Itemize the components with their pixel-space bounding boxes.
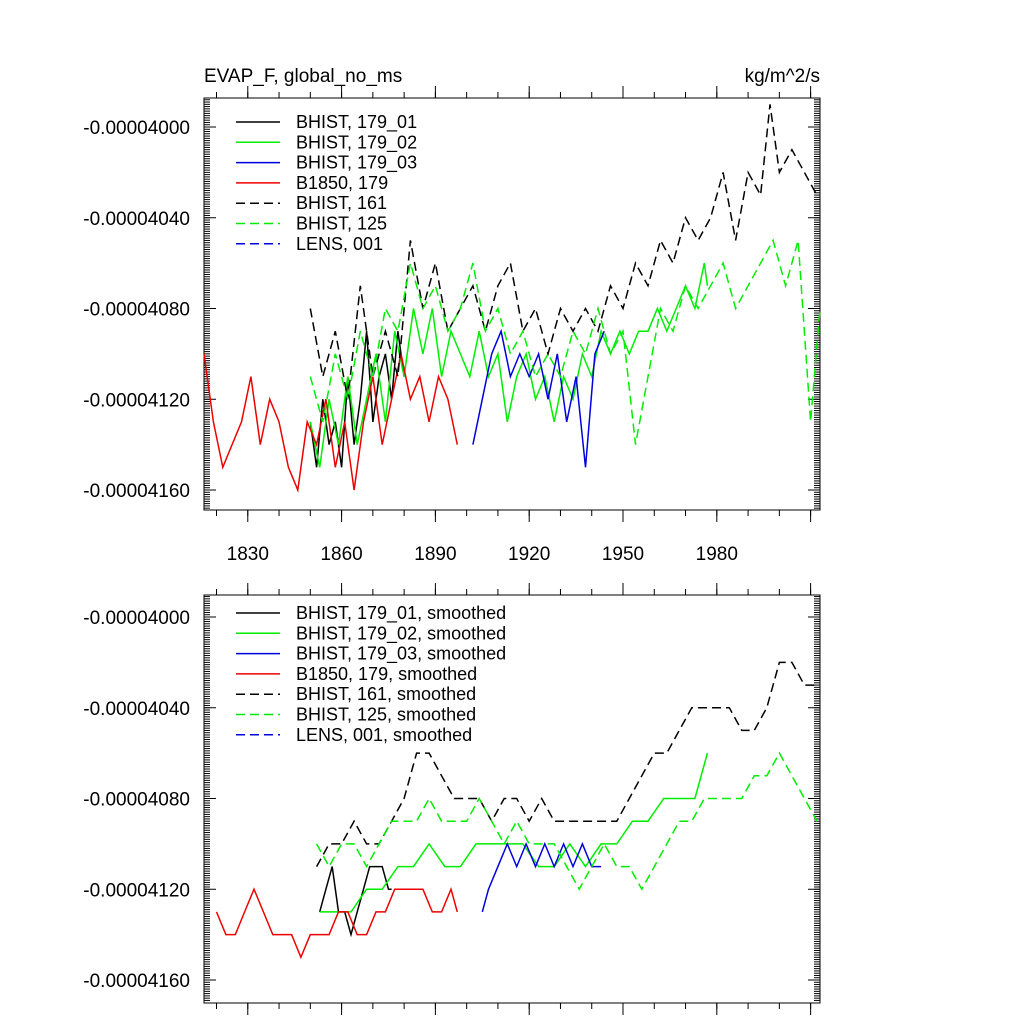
legend-label: BHIST, 125 (296, 214, 387, 234)
y-tick-label: -0.00004080 (83, 790, 190, 811)
legend-label: BHIST, 179_03 (296, 153, 417, 174)
y-tick-label: -0.00004000 (83, 118, 190, 139)
series-line (215, 886, 459, 960)
y-tick-label: -0.00004080 (83, 300, 190, 321)
x-tick-label: 1980 (696, 544, 738, 565)
units-label: kg/m^2/s (745, 66, 820, 87)
series-line (309, 104, 818, 400)
bottom-axis-ticks: -0.00004000 -0.00004040 -0.00004080 -0.0000… (83, 583, 820, 1015)
x-tick-label: 1830 (227, 544, 269, 565)
y-tick-label: -0.00004160 (83, 971, 190, 992)
legend-label: BHIST, 179_03, smoothed (296, 644, 506, 665)
legend-label: BHIST, 161, smoothed (296, 684, 476, 704)
legend-label: B1850, 179, smoothed (296, 664, 477, 684)
series-line (309, 238, 821, 445)
series-line (315, 751, 818, 891)
y-tick-label: -0.00004000 (83, 608, 190, 629)
y-tick-label: -0.00004040 (83, 699, 190, 720)
series-line (315, 661, 817, 867)
legend-label: BHIST, 179_01 (296, 112, 417, 133)
legend-label: BHIST, 179_02, smoothed (296, 623, 506, 644)
x-tick-label: 1920 (508, 544, 550, 565)
series-line (319, 752, 709, 913)
x-tick-label: 1890 (414, 544, 456, 565)
y-tick-label: -0.00004040 (83, 209, 190, 230)
bottom-series-group (215, 661, 818, 960)
legend-label: B1850, 179 (296, 173, 388, 193)
legend-label: BHIST, 179_01, smoothed (296, 603, 506, 624)
series-line (481, 841, 602, 913)
legend-label: BHIST, 161 (296, 193, 387, 213)
series-line (472, 328, 605, 468)
legend-label: BHIST, 125, smoothed (296, 705, 476, 725)
x-tick-label: 1950 (602, 544, 644, 565)
x-tick-label: 1860 (320, 544, 362, 565)
legend-label: LENS, 001, smoothed (296, 725, 472, 745)
legend-label: BHIST, 179_02 (296, 132, 417, 153)
series-line (309, 262, 709, 468)
top-series-group (203, 104, 821, 493)
y-tick-label: -0.00004120 (83, 390, 190, 411)
top-axis-ticks: -0.00004000 -0.00004040 -0.00004080 -0.0000… (83, 86, 820, 565)
legend-label: LENS, 001 (296, 234, 383, 254)
y-tick-label: -0.00004160 (83, 481, 190, 502)
series-line (318, 865, 392, 938)
y-tick-label: -0.00004120 (83, 880, 190, 901)
panel-title: EVAP_F, global_no_ms (204, 66, 402, 87)
series-line (203, 353, 459, 493)
